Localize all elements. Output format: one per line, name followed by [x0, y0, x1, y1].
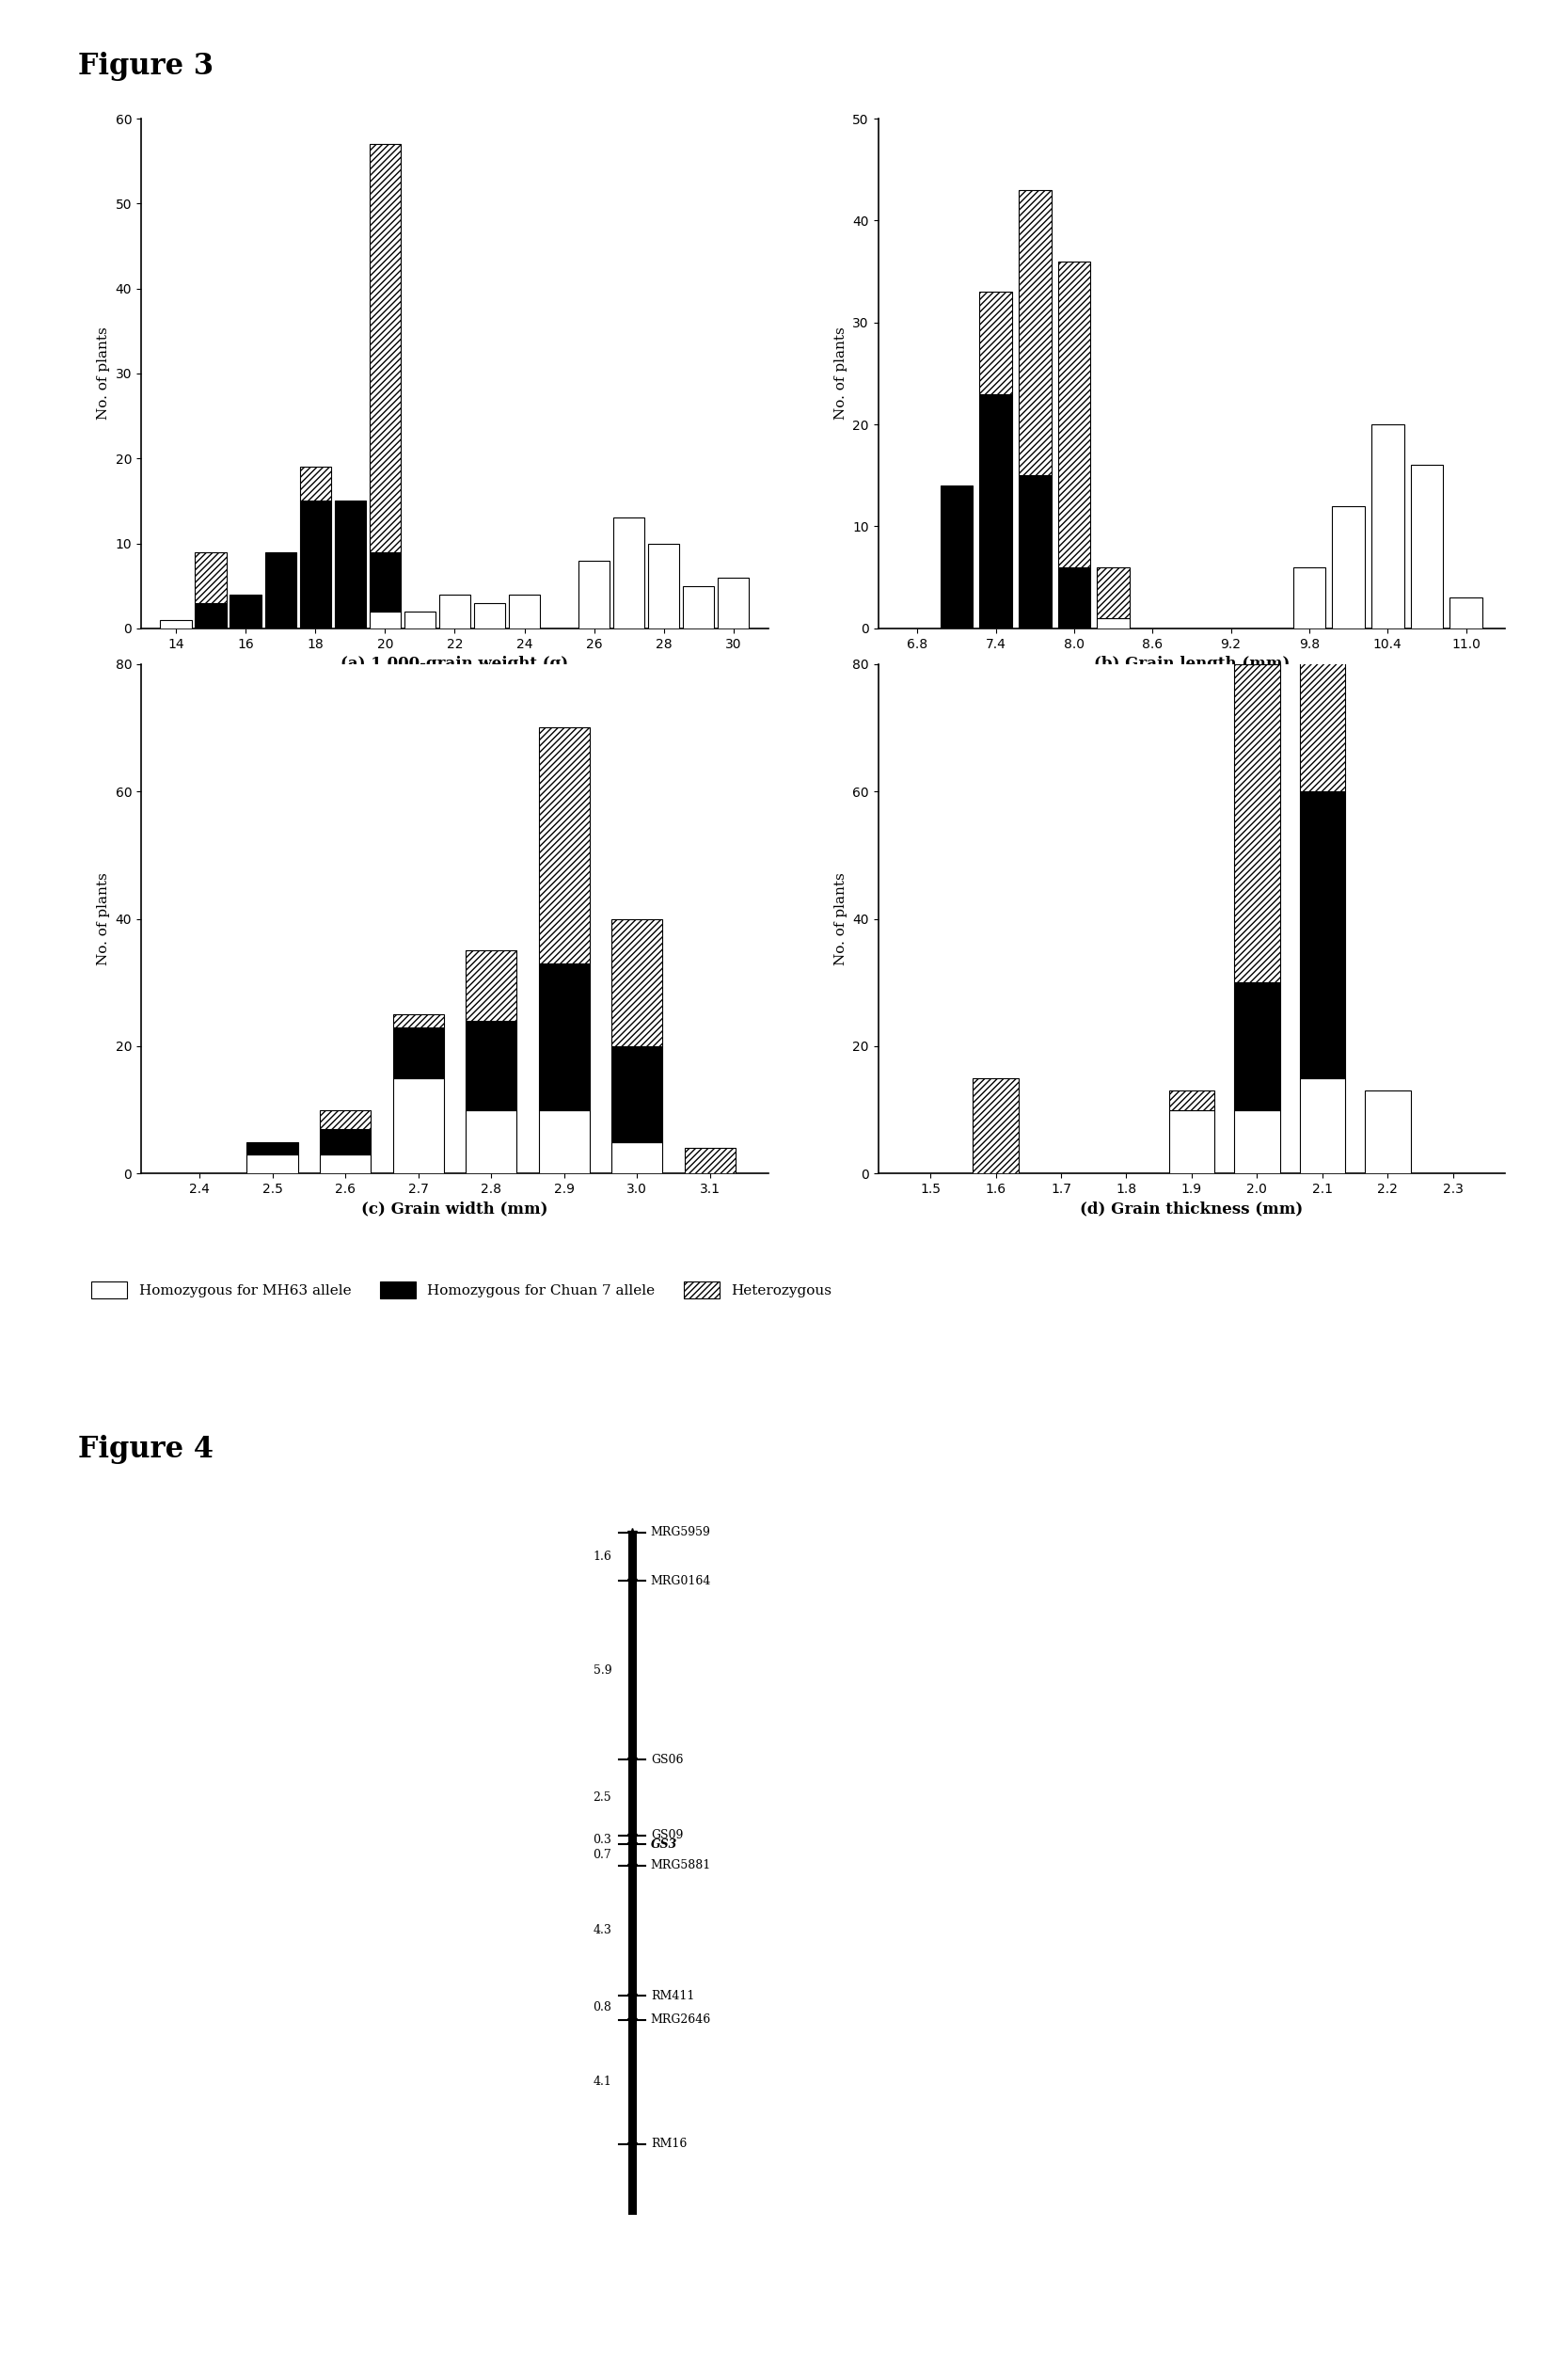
Bar — [194, 552, 226, 602]
Bar — [370, 612, 401, 628]
X-axis label: (d) Grain thickness (mm): (d) Grain thickness (mm) — [1080, 1202, 1303, 1216]
Bar — [194, 602, 226, 628]
X-axis label: (b) Grain length (mm): (b) Grain length (mm) — [1094, 657, 1290, 671]
Bar — [439, 595, 470, 628]
Bar — [370, 552, 401, 612]
Bar — [684, 586, 715, 628]
Text: Figure 3: Figure 3 — [78, 52, 213, 81]
Bar — [613, 517, 644, 628]
Bar — [648, 543, 679, 628]
Bar — [1372, 424, 1403, 628]
Bar — [1300, 633, 1345, 792]
Y-axis label: No. of plants: No. of plants — [97, 327, 110, 420]
Bar — [1019, 474, 1051, 628]
Bar — [1300, 792, 1345, 1079]
Bar — [1234, 982, 1279, 1110]
Text: MRG2646: MRG2646 — [651, 2013, 712, 2025]
Legend: Homozygous for MH63 allele, Homozygous for Chuan 7 allele, Heterozygous: Homozygous for MH63 allele, Homozygous f… — [86, 1276, 837, 1304]
Bar — [299, 500, 331, 628]
Bar — [466, 1110, 517, 1174]
Bar — [1294, 567, 1325, 628]
Bar — [1058, 567, 1090, 628]
Bar — [299, 467, 331, 500]
Bar — [320, 1129, 372, 1155]
Text: GS3: GS3 — [651, 1838, 677, 1849]
Bar — [1168, 1110, 1215, 1174]
Bar — [320, 1155, 372, 1174]
Text: MRG5959: MRG5959 — [651, 1527, 710, 1539]
Bar — [612, 918, 663, 1046]
Text: RM16: RM16 — [651, 2139, 687, 2150]
Bar — [265, 552, 296, 628]
Bar — [538, 728, 590, 963]
Bar — [370, 145, 401, 552]
Y-axis label: No. of plants: No. of plants — [97, 873, 110, 965]
Y-axis label: No. of plants: No. of plants — [834, 873, 847, 965]
Bar — [1333, 505, 1364, 628]
Bar — [980, 394, 1011, 628]
Bar — [612, 1046, 663, 1143]
Bar — [612, 1143, 663, 1174]
Text: RM411: RM411 — [651, 1989, 695, 2001]
Y-axis label: No. of plants: No. of plants — [834, 327, 847, 420]
Text: 2.5: 2.5 — [593, 1792, 612, 1804]
Bar — [718, 576, 750, 628]
Text: 0.3: 0.3 — [593, 1833, 612, 1847]
Bar — [1234, 1110, 1279, 1174]
Bar — [1098, 619, 1129, 628]
Bar — [466, 951, 517, 1022]
Bar — [579, 560, 610, 628]
Bar — [538, 1110, 590, 1174]
Bar — [941, 486, 972, 628]
X-axis label: (a) 1,000-grain weight (g): (a) 1,000-grain weight (g) — [340, 657, 569, 671]
Bar — [1168, 1091, 1215, 1110]
Bar — [1098, 567, 1129, 619]
Bar — [160, 619, 191, 628]
Bar — [1364, 1091, 1411, 1174]
Bar — [508, 595, 539, 628]
Bar — [972, 1079, 1019, 1174]
Text: Figure 4: Figure 4 — [78, 1434, 213, 1463]
Bar — [474, 602, 505, 628]
X-axis label: (c) Grain width (mm): (c) Grain width (mm) — [361, 1202, 549, 1216]
Bar — [1019, 190, 1051, 474]
Text: 4.3: 4.3 — [593, 1925, 612, 1937]
Bar — [405, 612, 436, 628]
Bar — [685, 1148, 735, 1174]
Text: GS06: GS06 — [651, 1755, 684, 1766]
Text: MRG5881: MRG5881 — [651, 1859, 712, 1871]
Bar — [334, 500, 365, 628]
Text: 0.7: 0.7 — [593, 1849, 612, 1861]
Bar — [1300, 1079, 1345, 1174]
Text: 0.8: 0.8 — [593, 2001, 612, 2013]
Bar — [538, 963, 590, 1110]
Bar — [246, 1143, 298, 1155]
Bar — [1058, 261, 1090, 567]
Text: 5.9: 5.9 — [593, 1664, 612, 1676]
Bar — [320, 1110, 372, 1129]
Text: GS09: GS09 — [651, 1828, 684, 1842]
Bar — [1450, 597, 1482, 628]
Bar — [392, 1079, 444, 1174]
Bar — [392, 1027, 444, 1079]
Bar — [466, 1022, 517, 1110]
Bar — [392, 1015, 444, 1027]
Bar — [1234, 664, 1279, 982]
Bar — [629, 1532, 635, 2215]
Bar — [1411, 465, 1443, 628]
Bar — [980, 292, 1011, 394]
Bar — [246, 1155, 298, 1174]
Text: 1.6: 1.6 — [593, 1551, 612, 1562]
Text: 4.1: 4.1 — [593, 2077, 612, 2089]
Bar — [230, 595, 262, 628]
Text: MRG0164: MRG0164 — [651, 1574, 712, 1586]
